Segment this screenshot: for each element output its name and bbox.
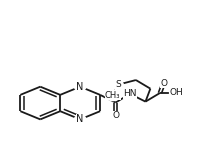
Circle shape (113, 81, 123, 88)
Text: HN: HN (123, 89, 137, 98)
Text: N: N (76, 114, 84, 124)
Circle shape (170, 88, 182, 98)
Circle shape (124, 89, 136, 98)
Circle shape (74, 83, 86, 91)
Circle shape (159, 80, 168, 87)
Text: O: O (160, 79, 167, 88)
Text: OH: OH (169, 89, 183, 97)
Circle shape (74, 115, 86, 123)
Text: S: S (115, 80, 121, 89)
Text: N: N (76, 82, 84, 92)
Text: CH₃: CH₃ (105, 91, 120, 100)
Text: O: O (112, 111, 119, 120)
Circle shape (110, 112, 121, 119)
Circle shape (105, 90, 120, 101)
